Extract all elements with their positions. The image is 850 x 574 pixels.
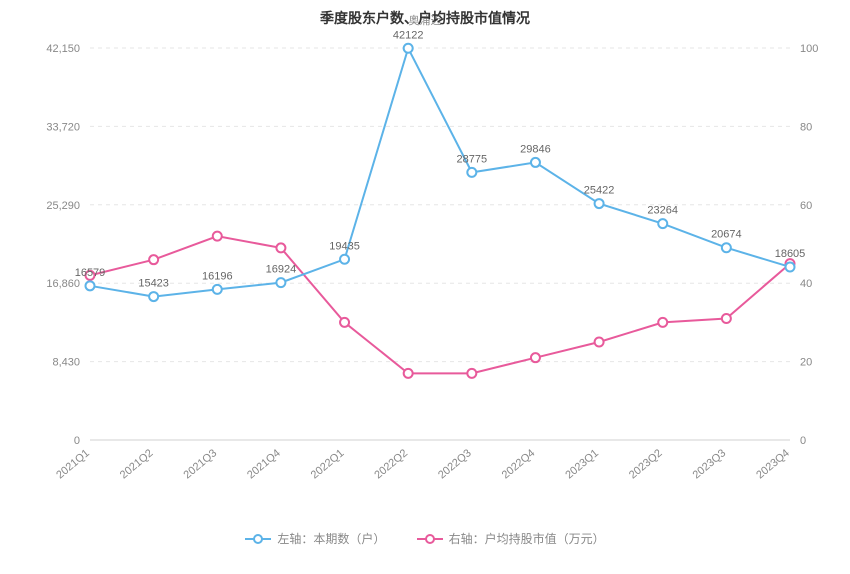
series-marker[interactable]: [658, 318, 667, 327]
series-line: [90, 236, 790, 373]
data-label: 16579: [75, 267, 106, 279]
y-right-tick-label: 40: [800, 278, 812, 290]
legend-label-a: 左轴：本期数（户）: [277, 530, 385, 547]
x-tick-label: 2021Q1: [54, 447, 92, 481]
legend-item-series-b[interactable]: 右轴：户均持股市值（万元）: [417, 530, 605, 547]
y-right-tick-label: 0: [800, 435, 806, 447]
x-tick-label: 2022Q2: [372, 447, 410, 481]
data-label: 15423: [138, 278, 169, 290]
x-tick-label: 2023Q4: [754, 447, 792, 481]
series-marker[interactable]: [404, 44, 413, 53]
series-marker[interactable]: [276, 243, 285, 252]
series-marker[interactable]: [531, 353, 540, 362]
series-marker[interactable]: [149, 292, 158, 301]
series-marker[interactable]: [404, 369, 413, 378]
data-label: 18605: [775, 248, 806, 260]
x-tick-label: 2022Q1: [309, 447, 347, 481]
data-label: 16196: [202, 270, 233, 282]
data-label: 19435: [329, 240, 360, 252]
series-marker[interactable]: [722, 314, 731, 323]
data-label: 42122: [393, 29, 424, 41]
y-left-tick-label: 25,290: [46, 200, 80, 212]
series-marker[interactable]: [467, 168, 476, 177]
series-marker[interactable]: [786, 262, 795, 271]
series-marker[interactable]: [467, 369, 476, 378]
y-left-tick-label: 8,430: [52, 357, 80, 369]
series-marker[interactable]: [213, 285, 222, 294]
x-tick-label: 2022Q4: [500, 447, 538, 481]
series-line: [90, 48, 790, 296]
legend-label-b: 右轴：户均持股市值（万元）: [449, 530, 605, 547]
legend-swatch-a-icon: [245, 533, 271, 545]
series-marker[interactable]: [595, 338, 604, 347]
y-left-tick-label: 16,860: [46, 278, 80, 290]
y-left-tick-label: 42,150: [46, 43, 80, 55]
data-label: 20674: [711, 229, 742, 241]
legend: 左轴：本期数（户） 右轴：户均持股市值（万元）: [0, 530, 850, 548]
legend-swatch-b-icon: [417, 533, 443, 545]
legend-item-series-a[interactable]: 左轴：本期数（户）: [245, 530, 385, 547]
data-label: 25422: [584, 185, 615, 197]
x-tick-label: 2021Q4: [245, 447, 283, 481]
series-marker[interactable]: [149, 255, 158, 264]
x-tick-label: 2021Q3: [181, 447, 219, 481]
series-marker[interactable]: [213, 232, 222, 241]
data-label: 16924: [266, 264, 297, 276]
series-marker[interactable]: [722, 243, 731, 252]
x-tick-label: 2021Q2: [118, 447, 156, 481]
series-marker[interactable]: [595, 199, 604, 208]
y-left-tick-label: 0: [74, 435, 80, 447]
x-tick-label: 2023Q2: [627, 447, 665, 481]
y-right-tick-label: 80: [800, 121, 812, 133]
y-right-tick-label: 60: [800, 200, 812, 212]
series-marker[interactable]: [340, 255, 349, 264]
x-tick-label: 2023Q1: [563, 447, 601, 481]
y-right-tick-label: 20: [800, 357, 812, 369]
data-label: 23264: [647, 205, 678, 217]
series-marker[interactable]: [276, 278, 285, 287]
y-right-tick-label: 100: [800, 43, 818, 55]
x-tick-label: 2022Q3: [436, 447, 474, 481]
y-left-tick-label: 33,720: [46, 121, 80, 133]
x-tick-label: 2023Q3: [691, 447, 729, 481]
series-marker[interactable]: [340, 318, 349, 327]
chart-area: 0 8,430 16,860 25,290 33,720 42,150 0 20 40 60 80 1…: [0, 0, 850, 574]
series-marker[interactable]: [531, 158, 540, 167]
chart-svg: 0 8,430 16,860 25,290 33,720 42,150 0 20 40 60 80 1…: [0, 0, 850, 574]
data-label: 28775: [457, 153, 488, 165]
data-label: 29846: [520, 143, 551, 155]
series-marker[interactable]: [86, 281, 95, 290]
series-marker[interactable]: [658, 219, 667, 228]
